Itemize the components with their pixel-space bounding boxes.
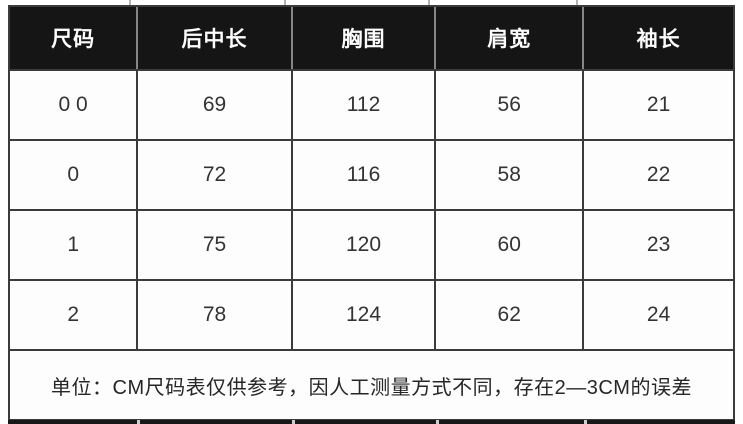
crop-bottom-gridline	[137, 420, 140, 424]
cell-back-length: 69	[136, 69, 293, 141]
cell-shoulder: 60	[434, 209, 585, 281]
cell-size: 2	[7, 279, 139, 351]
header-cell-sleeve: 袖长	[582, 5, 735, 71]
size-chart-table: 尺码 后中长 胸围 肩宽 袖长 0 0 69 112 56 21 0 72 11…	[7, 5, 735, 421]
cell-size: 1	[7, 209, 139, 281]
cell-shoulder: 58	[434, 139, 585, 211]
footnote-row: 单位：CM尺码表仅供参考，因人工测量方式不同，存在2—3CM的误差	[8, 349, 735, 421]
table-row-size-0: 0 72 116 58 22	[7, 139, 735, 211]
table-row-size-2: 2 78 124 62 24	[7, 279, 735, 351]
table-row-size-1: 1 75 120 60 23	[7, 209, 735, 281]
cell-chest: 116	[290, 139, 437, 211]
table-row-size-00: 0 0 69 112 56 21	[7, 69, 735, 141]
crop-top-gridline	[129, 0, 131, 5]
cell-chest: 112	[290, 69, 437, 141]
cell-sleeve: 22	[582, 139, 735, 211]
crop-top-gridline	[428, 0, 430, 5]
crop-top-gridline	[576, 0, 578, 5]
crop-bottom-gridline	[584, 420, 587, 424]
cell-sleeve: 23	[582, 209, 735, 281]
header-row: 尺码 后中长 胸围 肩宽 袖长	[7, 5, 735, 71]
cell-back-length: 78	[136, 279, 293, 351]
cell-size: 0	[7, 139, 139, 211]
header-cell-chest: 胸围	[290, 5, 436, 71]
cell-sleeve: 24	[582, 279, 735, 351]
header-cell-shoulder: 肩宽	[434, 5, 584, 71]
header-cell-back-length: 后中长	[136, 5, 292, 71]
cell-back-length: 72	[136, 139, 293, 211]
cell-back-length: 75	[136, 209, 293, 281]
cell-sleeve: 21	[582, 69, 735, 141]
cell-chest: 124	[290, 279, 437, 351]
unit-footnote: 单位：CM尺码表仅供参考，因人工测量方式不同，存在2—3CM的误差	[8, 349, 735, 421]
header-cell-size: 尺码	[7, 5, 138, 71]
crop-top-gridline	[284, 0, 286, 5]
crop-bottom-gridline	[292, 420, 295, 424]
cell-size: 0 0	[7, 69, 139, 141]
cell-shoulder: 62	[434, 279, 585, 351]
crop-bottom-next-header-sliver	[8, 420, 735, 424]
crop-bottom-gridline	[436, 420, 439, 424]
cell-shoulder: 56	[434, 69, 585, 141]
cell-chest: 120	[290, 209, 437, 281]
